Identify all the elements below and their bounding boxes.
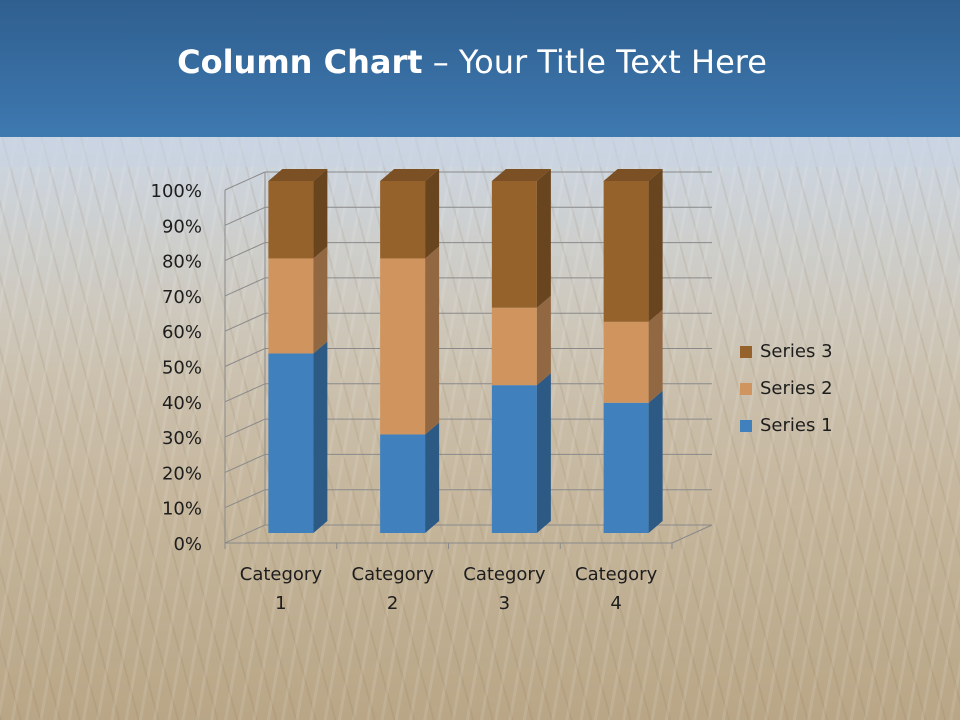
legend-swatch <box>740 419 752 432</box>
bar-side <box>313 246 328 354</box>
legend-label: Series 2 <box>760 378 833 399</box>
legend-swatch <box>740 382 752 395</box>
x-tick-label: Category 3 <box>463 564 546 614</box>
bar-side <box>425 246 440 435</box>
bar-series-3-cat-2 <box>380 181 426 259</box>
y-tick-label: 40% <box>162 393 202 414</box>
bar-series-2-cat-1 <box>268 258 314 354</box>
bar-series-2-cat-2 <box>380 258 426 435</box>
bar-top <box>380 169 440 181</box>
bar-series-1-cat-3 <box>491 385 537 533</box>
bar-side <box>313 169 328 259</box>
floor-right-edge <box>671 524 713 544</box>
side-gridline <box>224 383 266 403</box>
legend-swatch <box>740 345 752 358</box>
bar-side <box>536 169 551 308</box>
y-tick-label: 20% <box>162 463 202 484</box>
y-tick-label: 100% <box>151 181 202 202</box>
side-gridline <box>224 453 266 473</box>
legend-item: Series 1 <box>740 407 833 444</box>
title-header <box>0 0 960 137</box>
bar-series-2-cat-4 <box>603 321 649 403</box>
side-gridline <box>224 489 266 509</box>
slide-title: Column Chart – Your Title Text Here <box>0 40 944 84</box>
bar-series-3-cat-4 <box>603 181 649 322</box>
wheat-field-background <box>0 137 960 720</box>
bar-series-1-cat-1 <box>268 353 314 533</box>
bar-series-3-cat-3 <box>491 181 537 308</box>
bar-series-1-cat-4 <box>603 402 649 533</box>
y-tick-label: 70% <box>162 287 202 308</box>
x-tick-label: Category 1 <box>240 564 323 614</box>
title-rest: – Your Title Text Here <box>422 43 767 81</box>
side-gridline <box>224 348 266 367</box>
bar-top <box>603 169 663 181</box>
side-gridline <box>224 277 266 297</box>
bar-side <box>648 390 663 533</box>
bar-series-1-cat-2 <box>380 434 426 533</box>
side-gridline <box>224 312 266 332</box>
side-gridline <box>224 171 266 191</box>
bar-side <box>648 309 663 403</box>
y-tick-label: 50% <box>162 358 202 379</box>
x-tick-label: Category 4 <box>575 564 658 614</box>
bar-side <box>425 169 440 259</box>
chart-legend: Series 3 Series 2 Series 1 <box>740 333 833 444</box>
side-gridline <box>224 206 266 226</box>
bar-series-2-cat-3 <box>491 307 537 386</box>
legend-label: Series 3 <box>760 341 833 362</box>
header-band <box>0 137 960 167</box>
y-tick-label: 60% <box>162 322 202 343</box>
y-tick-label: 80% <box>162 252 202 273</box>
bar-side <box>536 295 551 386</box>
bar-side <box>425 422 440 533</box>
side-gridline <box>224 418 266 438</box>
x-tick-label: Category 2 <box>352 564 435 614</box>
bar-side <box>313 341 328 533</box>
bar-side <box>536 373 551 533</box>
title-bold: Column Chart <box>177 43 423 81</box>
y-tick-label: 0% <box>173 534 202 555</box>
side-gridline <box>224 242 266 262</box>
bar-series-3-cat-1 <box>268 181 314 259</box>
legend-label: Series 1 <box>760 415 833 436</box>
legend-item: Series 3 <box>740 333 833 370</box>
side-gridline <box>224 524 266 544</box>
legend-item: Series 2 <box>740 370 833 407</box>
y-tick-label: 30% <box>162 428 202 449</box>
bar-top <box>491 169 551 181</box>
bar-side <box>648 169 663 322</box>
y-tick-label: 90% <box>162 216 202 237</box>
bar-top <box>268 169 328 181</box>
y-tick-label: 10% <box>162 499 202 520</box>
